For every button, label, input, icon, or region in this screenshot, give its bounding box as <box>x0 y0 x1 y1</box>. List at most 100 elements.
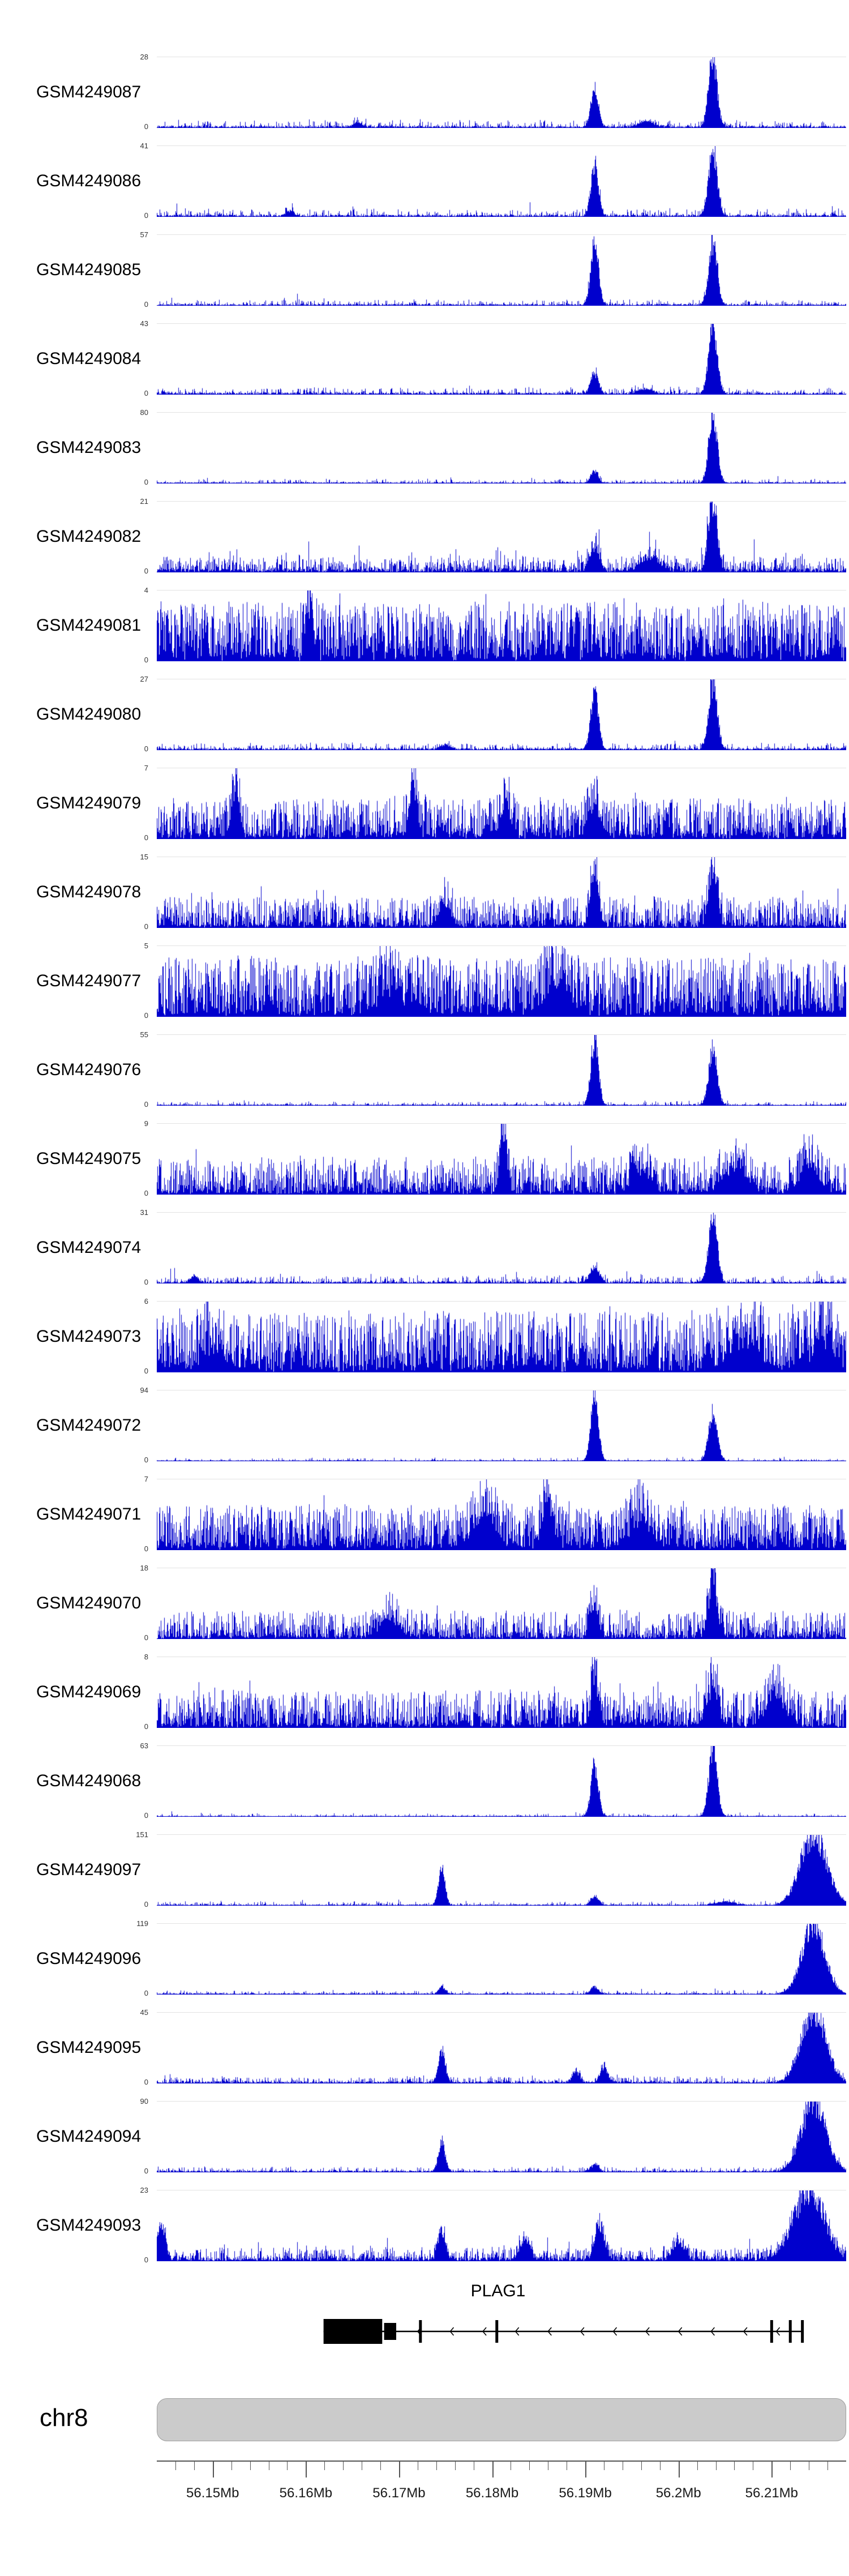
coverage-canvas <box>157 1035 846 1106</box>
track-ymin-label: 0 <box>144 1367 148 1375</box>
axis-tick-label: 56.2Mb <box>655 2485 701 2501</box>
gene-exon-block <box>384 2323 397 2340</box>
coverage-plot <box>157 323 846 395</box>
coverage-plot <box>157 2190 846 2261</box>
coverage-plot <box>157 1745 846 1817</box>
coverage-canvas <box>157 1568 846 1639</box>
track-label: GSM4249095 <box>36 2038 142 2057</box>
coverage-plot <box>157 2101 846 2172</box>
axis-tick-label: 56.18Mb <box>465 2485 519 2501</box>
track-row: GSM4249078 15 0 <box>0 853 849 931</box>
track-ymin-label: 0 <box>144 567 148 575</box>
track-ymax-label: 18 <box>140 1564 148 1572</box>
axis-minor-tick <box>231 2462 232 2470</box>
axis-minor-tick <box>194 2462 195 2470</box>
track-label: GSM4249086 <box>36 171 142 190</box>
coverage-plot <box>157 234 846 306</box>
track-row: GSM4249084 43 0 <box>0 319 849 397</box>
gene-model <box>323 2319 804 2344</box>
track-row: GSM4249079 7 0 <box>0 764 849 842</box>
strand-arrow-icon <box>743 2327 748 2336</box>
coverage-plot <box>157 146 846 217</box>
track-ymin-label: 0 <box>144 1722 148 1731</box>
axis-major-tick <box>678 2462 680 2477</box>
coverage-canvas <box>157 1479 846 1550</box>
coverage-plot <box>157 501 846 572</box>
strand-arrow-icon <box>678 2327 683 2336</box>
track-ymin-label: 0 <box>144 833 148 842</box>
coverage-plot <box>157 945 846 1017</box>
coverage-plot <box>157 1034 846 1106</box>
track-ymax-label: 5 <box>144 942 148 950</box>
axis-minor-tick <box>734 2462 735 2470</box>
strand-arrow-icon <box>482 2327 487 2336</box>
track-ymax-label: 94 <box>140 1386 148 1394</box>
coverage-canvas <box>157 590 846 661</box>
gene-exon-tick <box>419 2320 422 2343</box>
track-ymin-label: 0 <box>144 1278 148 1286</box>
coverage-canvas <box>157 2013 846 2083</box>
coverage-canvas <box>157 946 846 1017</box>
track-ymax-label: 80 <box>140 408 148 417</box>
track-label: GSM4249075 <box>36 1149 142 1168</box>
track-ymin-label: 0 <box>144 2078 148 2086</box>
axis-minor-tick <box>529 2462 530 2470</box>
track-row: GSM4249076 55 0 <box>0 1030 849 1109</box>
axis-minor-tick <box>343 2462 344 2470</box>
axis-major-tick <box>771 2462 773 2477</box>
track-ymin-label: 0 <box>144 744 148 753</box>
coverage-canvas <box>157 1124 846 1195</box>
track-ymax-label: 8 <box>144 1653 148 1661</box>
coverage-plot <box>157 857 846 928</box>
coverage-canvas <box>157 1835 846 1906</box>
strand-arrow-icon <box>449 2327 454 2336</box>
track-label: GSM4249080 <box>36 704 142 724</box>
track-ymax-label: 63 <box>140 1741 148 1750</box>
track-label: GSM4249073 <box>36 1326 142 1346</box>
track-ymin-label: 0 <box>144 2167 148 2175</box>
gene-exon-tick <box>495 2320 499 2343</box>
track-ymax-label: 23 <box>140 2186 148 2194</box>
coverage-plot <box>157 1834 846 1906</box>
track-ymin-label: 0 <box>144 1811 148 1820</box>
coverage-plot <box>157 1301 846 1372</box>
gene-name-label: PLAG1 <box>470 2282 526 2300</box>
axis-minor-tick <box>380 2462 381 2470</box>
track-label: GSM4249097 <box>36 1860 142 1879</box>
axis-minor-tick <box>454 2462 456 2470</box>
track-ymin-label: 0 <box>144 1633 148 1642</box>
track-label: GSM4249077 <box>36 971 142 990</box>
gene-exon-tick <box>770 2320 773 2343</box>
track-ymin-label: 0 <box>144 478 148 486</box>
track-row: GSM4249085 57 0 <box>0 230 849 309</box>
axis-line <box>157 2461 846 2462</box>
coverage-plot <box>157 590 846 661</box>
track-row: GSM4249070 18 0 <box>0 1564 849 1642</box>
track-ymin-label: 0 <box>144 1989 148 1997</box>
track-row: GSM4249086 41 0 <box>0 142 849 220</box>
axis-major-tick <box>212 2462 214 2477</box>
gene-exon-tick <box>788 2320 792 2343</box>
coverage-canvas <box>157 502 846 572</box>
coverage-canvas <box>157 1657 846 1728</box>
axis-minor-tick <box>175 2462 176 2470</box>
track-label: GSM4249076 <box>36 1060 142 1079</box>
track-row: GSM4249082 21 0 <box>0 497 849 575</box>
track-ymin-label: 0 <box>144 389 148 397</box>
axis-minor-tick <box>715 2462 717 2470</box>
track-row: GSM4249072 94 0 <box>0 1386 849 1464</box>
track-row: GSM4249074 31 0 <box>0 1208 849 1286</box>
coverage-canvas <box>157 324 846 395</box>
coverage-canvas <box>157 57 846 128</box>
track-ymax-label: 9 <box>144 1119 148 1128</box>
track-label: GSM4249094 <box>36 2126 142 2146</box>
axis-tick-label: 56.16Mb <box>279 2485 333 2501</box>
track-row: GSM4249097 151 0 <box>0 1830 849 1909</box>
track-ymax-label: 151 <box>136 1830 148 1839</box>
track-label: GSM4249096 <box>36 1949 142 1968</box>
track-ymax-label: 41 <box>140 142 148 150</box>
coverage-canvas <box>157 1390 846 1461</box>
track-ymin-label: 0 <box>144 1189 148 1197</box>
genome-axis: 56.15Mb 56.16Mb 56.17Mb 56.18Mb 56.19Mb 56.2M… <box>0 2461 849 2551</box>
track-ymin-label: 0 <box>144 1900 148 1909</box>
